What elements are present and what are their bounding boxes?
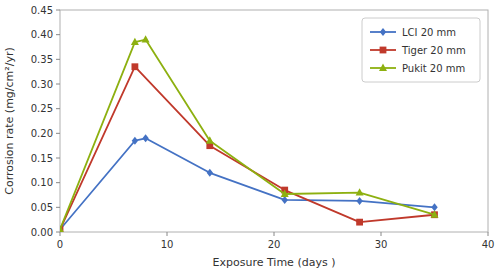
chart: 0 10 20 30 40 0.00 0.05 0.10 0.15 0.20 0.25 0.30 0.3…: [0, 0, 500, 274]
marker-triangle: [281, 190, 289, 197]
x-tick-label: 20: [268, 239, 281, 250]
legend-label: LCI 20 mm: [402, 27, 456, 38]
legend-label: Tiger 20 mm: [401, 45, 466, 56]
marker-triangle: [356, 188, 364, 195]
marker-diamond: [132, 137, 138, 145]
plot-frame: [60, 10, 488, 232]
y-tick: [56, 133, 60, 134]
marker-square: [380, 47, 387, 54]
y-tick-label: 0.10: [31, 177, 53, 188]
marker-diamond: [356, 197, 362, 205]
y-tick-label: 0.25: [31, 103, 53, 114]
marker-triangle: [379, 64, 387, 71]
marker-triangle: [131, 38, 139, 45]
marker-square: [356, 219, 363, 226]
y-tick-label: 0.15: [31, 153, 53, 164]
x-tick-label: 30: [375, 239, 388, 250]
y-tick: [56, 10, 60, 11]
legend-box: [362, 18, 480, 82]
y-tick: [56, 158, 60, 159]
y-tick-label: 0.05: [31, 202, 53, 213]
marker-triangle: [206, 136, 214, 143]
y-tick: [56, 108, 60, 109]
legend: LCI 20 mm Tiger 20 mm Pukit 20 mm: [362, 18, 480, 82]
x-tick: [488, 232, 489, 236]
x-tick-label: 0: [57, 239, 63, 250]
y-tick-label: 0.40: [31, 29, 53, 40]
y-tick-label: 0.45: [31, 5, 53, 16]
series-line: [60, 138, 435, 229]
marker-diamond: [142, 134, 148, 142]
x-tick: [167, 232, 168, 236]
marker-diamond: [431, 203, 437, 211]
y-tick: [56, 182, 60, 183]
y-tick-label: 0.30: [31, 79, 53, 90]
x-tick: [274, 232, 275, 236]
y-tick: [56, 207, 60, 208]
marker-triangle: [431, 210, 439, 217]
legend-label: Pukit 20 mm: [402, 63, 465, 74]
marker-triangle: [142, 35, 150, 42]
y-tick: [56, 232, 60, 233]
y-axis-label: Corrosion rate (mg/cm²/yr): [3, 47, 16, 194]
marker-square: [132, 63, 139, 70]
x-tick-label: 40: [482, 239, 495, 250]
x-axis-label: Exposure Time (days ): [213, 256, 336, 269]
y-tick: [56, 84, 60, 85]
marker-diamond: [282, 196, 288, 204]
y-tick-label: 0.20: [31, 128, 53, 139]
y-tick: [56, 59, 60, 60]
marker-diamond: [380, 28, 386, 36]
marker-diamond: [207, 169, 213, 177]
y-tick-label: 0.35: [31, 54, 53, 65]
x-tick: [60, 232, 61, 236]
x-tick-label: 10: [161, 239, 174, 250]
x-tick: [381, 232, 382, 236]
marker-triangle: [60, 225, 64, 232]
y-tick: [56, 34, 60, 35]
series-line: [60, 40, 435, 230]
y-tick-label: 0.00: [31, 227, 53, 238]
